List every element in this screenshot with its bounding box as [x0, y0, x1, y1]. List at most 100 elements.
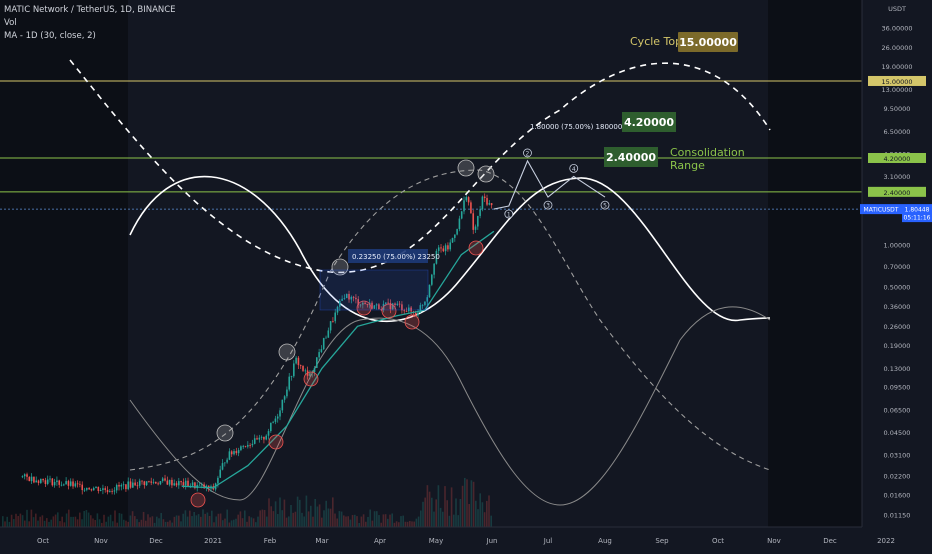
volume-bar: [46, 518, 48, 527]
volume-bar: [50, 519, 52, 527]
candle-body: [201, 484, 203, 486]
candle-body: [408, 307, 410, 312]
candle: [86, 487, 88, 492]
candle-body: [35, 480, 38, 483]
volume-bar: [466, 479, 468, 527]
candle: [265, 434, 268, 441]
candle-body: [81, 484, 84, 491]
volume-bar: [448, 515, 451, 527]
candle-body: [249, 445, 251, 446]
candle: [256, 435, 258, 440]
current-price-tag-bg: [902, 204, 932, 223]
candle: [111, 488, 113, 495]
symbol-tag: MATICUSDT: [864, 207, 899, 214]
ma-line: [181, 230, 495, 489]
volume-bar: [433, 511, 435, 527]
volume-bar: [228, 522, 231, 527]
volume-bar: [19, 513, 22, 527]
candle: [350, 295, 353, 304]
ma-indicator-label: MA - 1D (30, close, 2): [4, 31, 96, 41]
peak-highlight-circle-3: [457, 159, 475, 177]
volume-bar: [268, 498, 270, 527]
volume-bar: [68, 509, 70, 527]
volume-bar: [140, 519, 143, 527]
cycle-top-value: 15.00000: [679, 36, 737, 49]
candle-body: [419, 305, 422, 313]
y-tick-label: 0.26000: [884, 323, 911, 331]
candle: [109, 489, 111, 493]
candle-body: [182, 482, 185, 486]
candle: [355, 294, 357, 304]
volume-bar: [202, 509, 204, 527]
candle: [267, 428, 270, 440]
candle-body: [30, 476, 33, 482]
candle: [417, 309, 419, 318]
volume-bar: [70, 516, 72, 527]
cycle-top-label: Cycle Top: [630, 35, 682, 48]
candle-body: [141, 480, 143, 482]
candle: [283, 395, 286, 403]
candle-body: [129, 481, 132, 488]
candle: [408, 304, 410, 313]
candle: [263, 436, 265, 444]
candle: [56, 476, 58, 486]
y-tick-label: 0.09500: [884, 384, 911, 392]
candle-body: [428, 284, 431, 298]
volume-bar: [178, 515, 180, 527]
candle: [366, 303, 369, 308]
volume-bar: [105, 521, 107, 527]
volume-bar: [274, 501, 277, 527]
candle: [357, 296, 360, 309]
volume-bar: [347, 516, 349, 527]
volume-bar: [235, 518, 237, 527]
y-tick-label: 0.01150: [884, 512, 911, 520]
candle-body: [458, 218, 461, 230]
candle: [244, 445, 247, 448]
volume-bar: [208, 515, 211, 527]
candle-body: [276, 416, 279, 419]
candle-body: [260, 436, 263, 438]
volume-bar: [437, 485, 440, 527]
candle-body: [391, 303, 394, 310]
candle-body: [350, 296, 353, 300]
volume-bar: [191, 516, 193, 527]
volume-bar: [6, 516, 8, 527]
x-tick-label: 2021: [204, 537, 222, 545]
candle-body: [63, 484, 65, 486]
candle-body: [320, 349, 323, 353]
volume-bar: [327, 508, 330, 527]
x-tick-label: Nov: [94, 537, 108, 545]
candle: [155, 481, 157, 484]
candle-body: [279, 410, 281, 417]
candle-body: [178, 481, 180, 486]
candle: [410, 306, 412, 316]
candle-body: [311, 372, 314, 374]
trough-highlight-circle-1: [268, 434, 284, 450]
candle-body: [79, 483, 81, 485]
candle-body: [37, 480, 40, 483]
candle: [90, 488, 93, 492]
candle: [42, 478, 44, 483]
projection-marker-label: 1: [507, 211, 511, 218]
candle-body: [226, 459, 228, 463]
candle-body: [221, 463, 224, 470]
volume-bar: [59, 521, 61, 527]
level-42-box: [622, 112, 676, 132]
candle-body: [325, 337, 327, 339]
volume-bar: [8, 521, 11, 527]
volume-bar: [123, 519, 125, 527]
cycle-curve-dashed-upper: [69, 59, 771, 274]
volume-bar: [422, 501, 424, 527]
volume-bar: [189, 510, 191, 527]
candle: [279, 407, 281, 421]
candle-body: [490, 203, 493, 206]
candle: [260, 435, 263, 440]
volume-bar: [153, 522, 156, 527]
volume-bar: [107, 516, 110, 527]
candle-body: [387, 302, 389, 304]
volume-bar: [409, 520, 411, 527]
volume-bar: [417, 516, 420, 527]
candle-body: [125, 484, 127, 490]
